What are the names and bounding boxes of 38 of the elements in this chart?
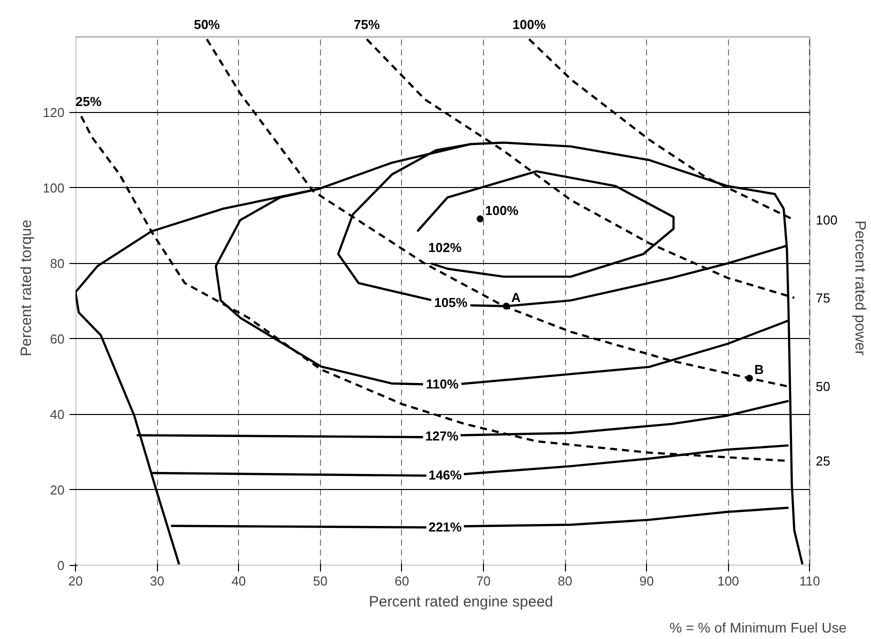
series-label: 146%: [428, 467, 462, 482]
series-label: 110%: [426, 376, 459, 392]
annotation: 100%: [485, 202, 519, 218]
x-tick-label: 30: [150, 574, 164, 588]
series-label: 50%: [194, 17, 220, 32]
x-tick-label: 110: [799, 574, 820, 588]
x-tick-label: 40: [231, 574, 246, 588]
y-tick-label: 120: [42, 104, 65, 120]
x-tick-label: 90: [639, 574, 654, 588]
x-tick-label: 70: [476, 574, 491, 588]
annotation: 50: [816, 379, 830, 394]
x-tick-label: 100: [717, 574, 740, 588]
series-label: 127%: [425, 428, 459, 444]
annotation: 100: [816, 212, 838, 228]
text: % = % of Minimum Fuel Use: [670, 620, 847, 636]
series-label: 221%: [428, 519, 462, 534]
series-label: 25%: [76, 94, 102, 110]
annotation: 25: [816, 453, 830, 468]
y-tick-label: 0: [57, 558, 65, 573]
x-axis-title: Percent rated engine speed: [368, 594, 554, 610]
y-tick-label: 100: [42, 180, 65, 196]
x-tick-label: 20: [68, 574, 83, 588]
x-tick-label: 60: [394, 574, 410, 588]
series-label: 100%: [512, 17, 546, 32]
series-label: 102%: [428, 240, 462, 255]
y-tick-label: 40: [50, 406, 65, 422]
y-tick-label: 80: [50, 256, 65, 271]
annotation: B: [754, 362, 764, 378]
annotation: 75: [816, 290, 830, 306]
x-tick-label: 80: [558, 574, 572, 588]
y2-axis-title: Percent rated power: [852, 220, 868, 356]
y-tick-label: 20: [50, 482, 65, 498]
x-tick-label: 50: [313, 574, 328, 588]
series-label: 75%: [354, 17, 380, 32]
annotation: A: [511, 290, 522, 306]
y-tick-label: 60: [50, 331, 65, 346]
series-label: 105%: [434, 295, 468, 310]
y-axis-title: Percent rated torque: [18, 220, 35, 356]
